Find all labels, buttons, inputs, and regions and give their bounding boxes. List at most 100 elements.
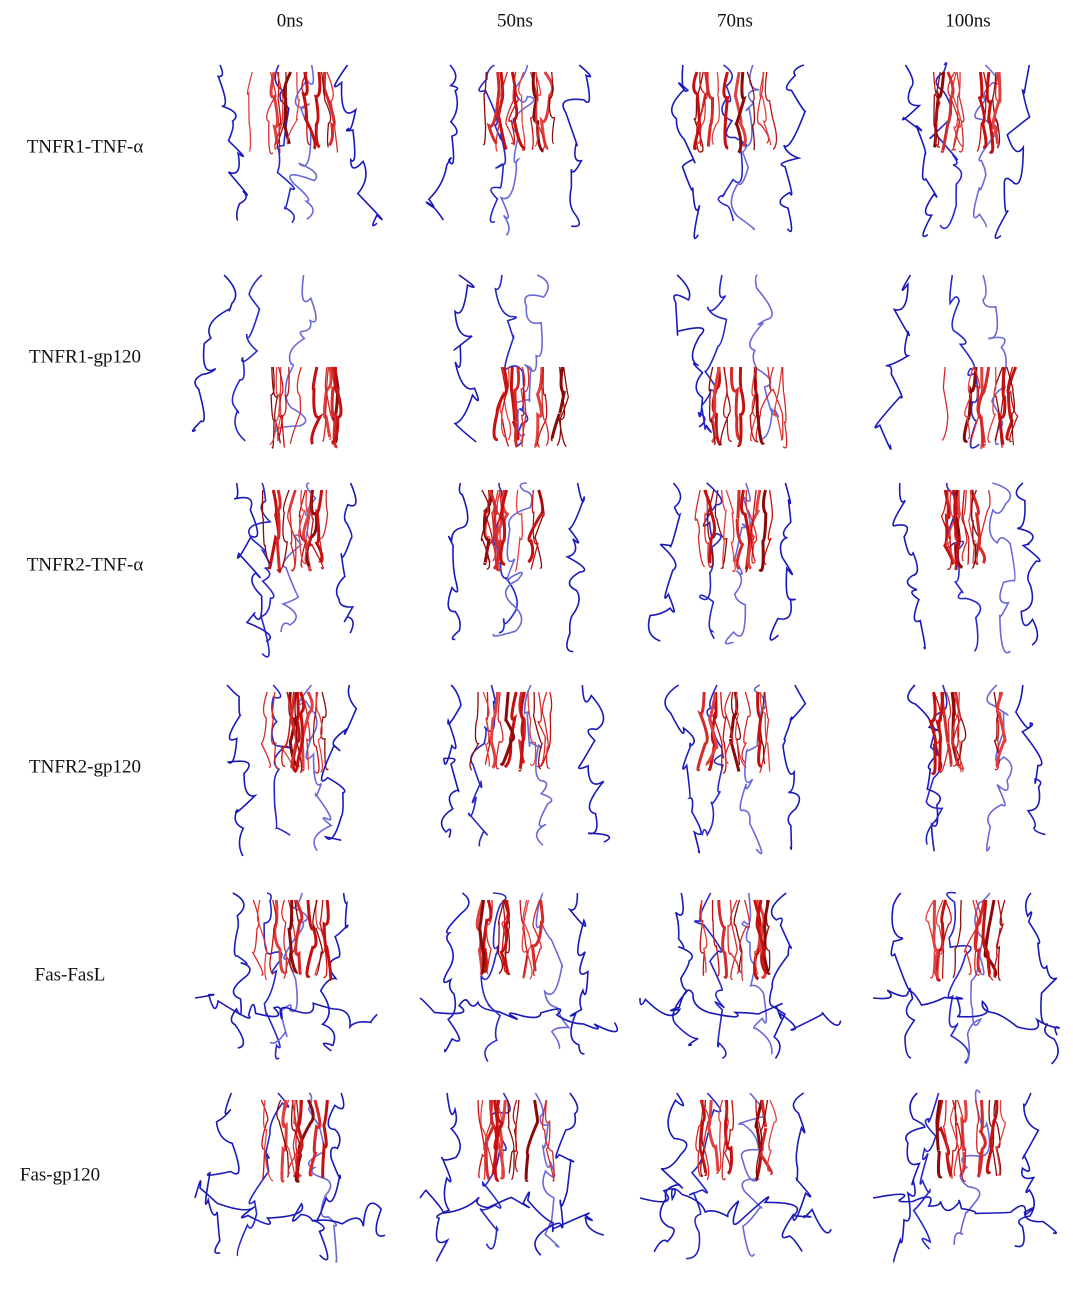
ligand-ribbon (470, 692, 479, 770)
ligand-ribbon (275, 900, 285, 972)
protein-structure (875, 275, 1018, 449)
ligand-ribbon (324, 72, 334, 145)
ligand-ribbon (317, 490, 322, 562)
receptor-ribbon (567, 483, 585, 652)
protein-structure (665, 685, 805, 854)
ligand-ribbon (515, 490, 522, 571)
protein-structure (195, 893, 377, 1059)
column-header: 0ns (277, 10, 303, 31)
receptor-ribbon (442, 685, 461, 838)
ligand-ribbon (247, 72, 252, 151)
ligand-ribbon (765, 72, 776, 150)
ligand-ribbon (312, 367, 320, 444)
protein-structure (893, 483, 1040, 653)
row-labels: TNFR1-TNF-αTNFR1-gp120TNFR2-TNF-αTNFR2-g… (20, 136, 143, 1185)
ligand-ribbon (534, 367, 542, 446)
ligand-ribbon (535, 72, 541, 146)
ligand-ribbon (942, 367, 948, 441)
ligand-ribbon (953, 900, 961, 978)
ligand-ribbon (485, 1100, 494, 1180)
receptor-ribbon (335, 65, 382, 226)
receptor-ribbon (739, 1093, 764, 1256)
receptor-ribbon (770, 893, 792, 1058)
receptor-ribbon (420, 1190, 604, 1235)
column-header: 50ns (497, 10, 533, 31)
ligand-ribbon (695, 490, 704, 567)
receptor-ribbon (448, 483, 467, 639)
receptor-ribbon (770, 483, 795, 640)
receptor-ribbon (987, 685, 1012, 851)
protein-structure (426, 65, 591, 235)
receptor-ribbon (783, 685, 806, 849)
receptor-ribbon (535, 1093, 578, 1255)
protein-structure (234, 483, 356, 657)
protein-structure (420, 1093, 604, 1261)
receptor-ribbon (277, 275, 316, 435)
receptor-ribbon (950, 275, 979, 448)
column-headers: 0ns50ns70ns100ns (277, 10, 991, 31)
receptor-ribbon (673, 893, 698, 1045)
protein-structure (873, 1090, 1056, 1262)
receptor-ribbon (893, 483, 925, 649)
receptor-ribbon (665, 685, 701, 853)
row-label: Fas-gp120 (20, 1164, 100, 1185)
ligand-ribbon (526, 1100, 538, 1180)
ligand-ribbon (262, 692, 271, 767)
receptor-ribbon (990, 483, 1015, 653)
receptor-ribbon (891, 893, 914, 1058)
ligand-ribbon (537, 692, 546, 767)
protein-structure (873, 893, 1060, 1064)
receptor-ribbon (468, 685, 495, 846)
protein-structure (218, 65, 382, 226)
ligand-ribbon (976, 1100, 980, 1177)
receptor-ribbon (570, 893, 588, 1054)
receptor-ribbon (914, 1093, 939, 1249)
ligand-ribbon (322, 72, 331, 147)
receptor-ribbon (894, 1093, 925, 1262)
ligand-ribbon (734, 900, 742, 972)
receptor-ribbon (782, 1093, 810, 1251)
ligand-ribbon (316, 72, 320, 147)
receptor-ribbon (649, 483, 681, 641)
receptor-ribbon (780, 65, 805, 232)
receptor-ribbon (227, 685, 255, 856)
receptor-ribbon (322, 685, 357, 840)
receptor-ribbon (264, 893, 282, 1059)
protein-structure (448, 483, 584, 652)
ligand-ribbon (290, 367, 301, 444)
protein-structure (908, 685, 1046, 851)
receptor-ribbon (1016, 483, 1040, 645)
receptor-ribbon (640, 990, 841, 1030)
ligand-ribbon (523, 900, 531, 978)
protein-structure (649, 483, 796, 644)
ligand-ribbon (508, 1100, 514, 1173)
protein-structure (420, 893, 617, 1062)
protein-structure (674, 275, 787, 448)
protein-structure (442, 685, 610, 846)
protein-structure (227, 685, 356, 856)
receptor-ribbon (1026, 893, 1058, 1064)
receptor-ribbon (563, 65, 590, 226)
receptor-ribbon (674, 275, 705, 427)
receptor-ribbon (501, 65, 534, 235)
receptor-ribbon (873, 1194, 1056, 1233)
receptor-ribbon (195, 995, 377, 1027)
protein-structure (193, 275, 341, 448)
row-label: Fas-FasL (35, 964, 106, 985)
ligand-ribbon (698, 692, 707, 770)
receptor-ribbon (231, 893, 250, 1048)
ligand-ribbon (552, 367, 564, 440)
ligand-ribbon (726, 490, 735, 572)
receptor-ribbon (420, 998, 617, 1032)
receptor-ribbon (193, 275, 236, 431)
receptor-ribbon (481, 893, 506, 1062)
protein-structure (640, 1093, 831, 1259)
protein-structure (672, 65, 806, 238)
structure-grid (193, 63, 1060, 1262)
ligand-ribbon (978, 367, 988, 444)
receptor-ribbon (234, 483, 270, 641)
ligand-ribbon (323, 1100, 328, 1178)
figure: 0ns50ns70ns100ns TNFR1-TNF-αTNFR1-gp120T… (0, 0, 1073, 1292)
receptor-ribbon (426, 65, 458, 220)
receptor-ribbon (903, 65, 937, 236)
